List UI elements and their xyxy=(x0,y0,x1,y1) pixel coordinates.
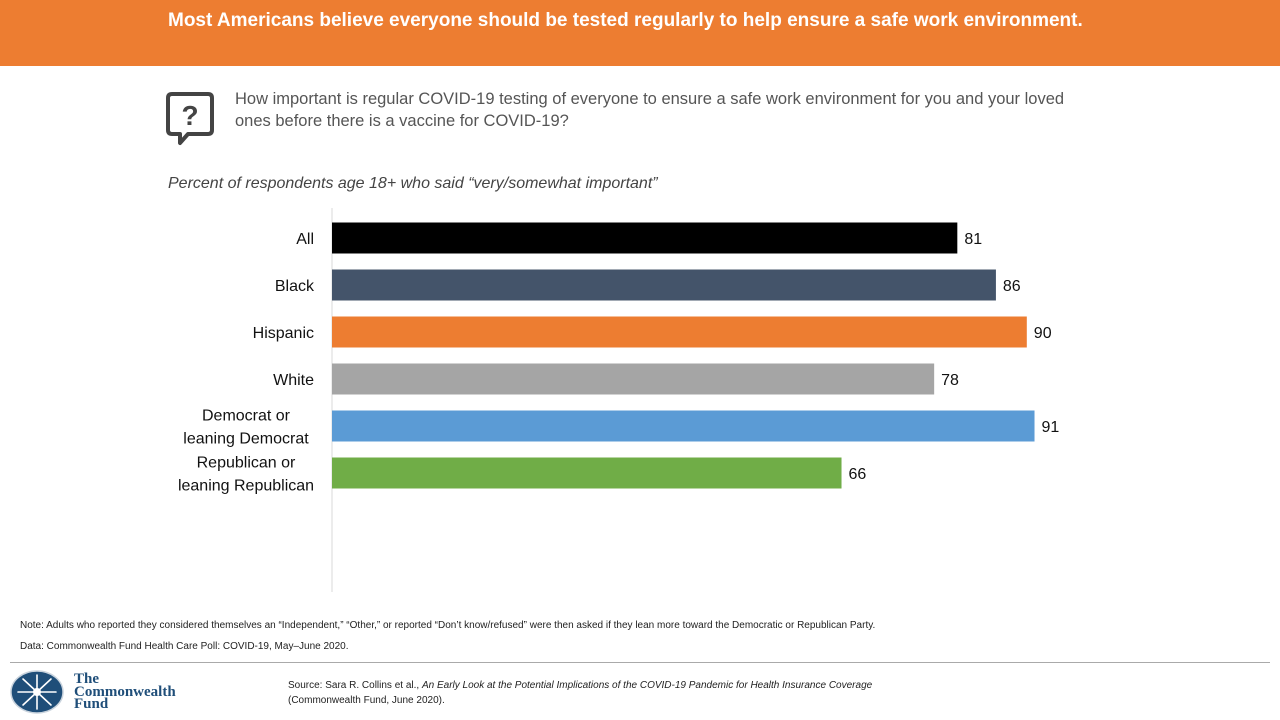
question-bubble-icon: ? xyxy=(166,92,214,145)
category-label: Democrat or xyxy=(202,408,291,425)
source-citation: Source: Sara R. Collins et al., An Early… xyxy=(288,680,873,706)
svg-text:?: ? xyxy=(181,100,198,131)
commonwealth-fund-logo: The Commonwealth Fund xyxy=(10,670,220,714)
data-source-line: Data: Commonwealth Fund Health Care Poll… xyxy=(20,641,349,652)
title-banner: Most Americans believe everyone should b… xyxy=(0,0,1280,66)
bar-white xyxy=(332,363,935,395)
chart-subtitle: Percent of respondents age 18+ who said … xyxy=(168,175,658,192)
logo-text: The Commonwealth Fund xyxy=(74,671,176,712)
snowflake-logo-icon xyxy=(10,670,64,714)
source-title: An Early Look at the Potential Implicati… xyxy=(421,680,873,691)
category-label: All xyxy=(296,231,314,248)
value-label: 81 xyxy=(964,231,982,248)
value-label: 90 xyxy=(1034,325,1052,342)
survey-question: How important is regular COVID-19 testin… xyxy=(235,90,1065,130)
category-label: Hispanic xyxy=(253,325,314,342)
value-label: 91 xyxy=(1042,419,1060,436)
bar-democrat-or-leaning-democrat xyxy=(332,410,1035,442)
category-label: Black xyxy=(275,278,315,295)
bar-all xyxy=(332,222,958,254)
value-label: 66 xyxy=(849,466,867,483)
footer-divider xyxy=(10,662,1270,663)
category-label: leaning Democrat xyxy=(183,431,309,448)
category-label: Republican or xyxy=(197,455,296,472)
category-label: leaning Republican xyxy=(178,478,314,495)
bar-hispanic xyxy=(332,316,1027,348)
footnote: Note: Adults who reported they considere… xyxy=(20,620,876,631)
page-title: Most Americans believe everyone should b… xyxy=(168,10,1083,31)
bar-republican-or-leaning-republican xyxy=(332,457,842,489)
bar-black xyxy=(332,269,996,301)
category-label: White xyxy=(273,372,314,389)
value-label: 78 xyxy=(941,372,959,389)
value-label: 86 xyxy=(1003,278,1021,295)
